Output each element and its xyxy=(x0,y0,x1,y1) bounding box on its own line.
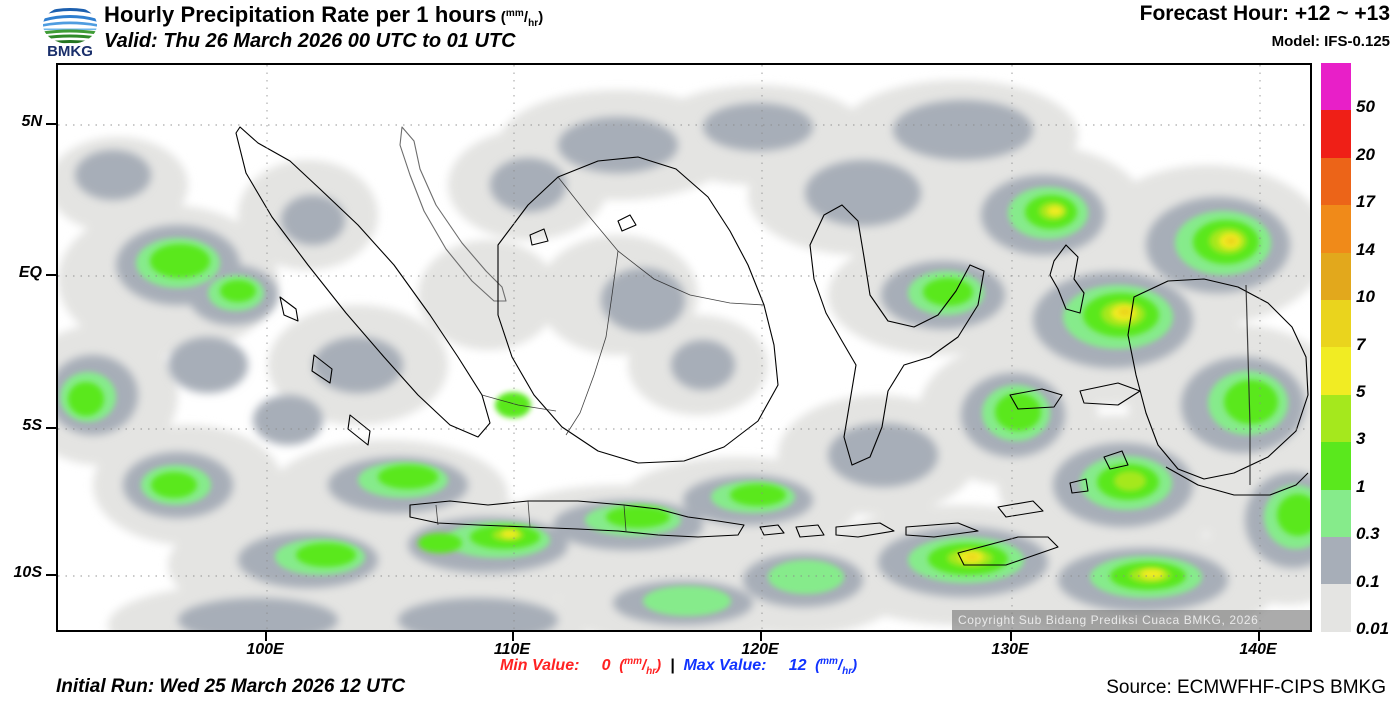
map-coastlines xyxy=(235,126,1309,566)
precip-layer-1 xyxy=(68,195,1310,590)
colorbar-label-50: 50 xyxy=(1356,97,1375,117)
colorbar-label-3: 3 xyxy=(1356,429,1366,449)
x-tick xyxy=(512,632,514,641)
min-value: 0 xyxy=(601,657,611,674)
map-canvas xyxy=(58,65,1310,630)
colorbar-label-20: 20 xyxy=(1356,144,1375,164)
colorbar-label-0.3: 0.3 xyxy=(1356,524,1380,544)
min-max-values: Min Value: 0 (mm/hr) | Max Value: 12 (mm… xyxy=(500,656,858,677)
colorbar-label-17: 17 xyxy=(1356,192,1375,212)
page-title-text: Hourly Precipitation Rate per 1 hours xyxy=(104,2,497,27)
colorbar-cell-0.3 xyxy=(1321,489,1351,538)
min-unit-den: hr xyxy=(646,666,657,677)
max-unit-num: mm xyxy=(820,656,838,667)
x-tick-label-120e: 120E xyxy=(741,641,779,658)
max-value: 12 xyxy=(788,657,807,674)
forecast-hour-label: Forecast Hour: +12 ~ +13 xyxy=(1139,2,1390,25)
y-tick xyxy=(46,274,56,276)
x-tick-label-140e: 140E xyxy=(1239,641,1277,658)
colorbar-label-7: 7 xyxy=(1356,334,1366,354)
colorbar-cell-10 xyxy=(1321,252,1351,301)
y-tick xyxy=(46,427,56,429)
y-tick xyxy=(46,574,56,576)
colorbar-label-14: 14 xyxy=(1356,239,1375,259)
copyright-watermark: Copyright Sub Bidang Prediksi Cuaca BMKG… xyxy=(952,610,1310,630)
colorbar-cell-50 xyxy=(1321,63,1351,111)
x-tick xyxy=(265,632,267,641)
colorbar-cell-20 xyxy=(1321,110,1351,158)
y-tick-label-5n: 5N xyxy=(21,113,42,130)
y-tick-label-eq: EQ xyxy=(18,264,42,281)
x-tick-label-130e: 130E xyxy=(991,641,1029,658)
bmkg-logo-icon: BMKG xyxy=(43,6,97,58)
initial-run-label: Initial Run: Wed 25 March 2026 12 UTC xyxy=(56,676,406,697)
x-tick xyxy=(760,632,762,641)
precip-layer-7 xyxy=(966,237,1237,560)
page-title: Hourly Precipitation Rate per 1 hours (m… xyxy=(104,2,543,29)
minmax-separator: | xyxy=(670,657,675,674)
colorbar-label-0.1: 0.1 xyxy=(1356,571,1380,591)
max-value-label: Max Value: xyxy=(683,657,767,674)
colorbar-label-1: 1 xyxy=(1356,476,1366,496)
precipitation-map[interactable]: Copyright Sub Bidang Prediksi Cuaca BMKG… xyxy=(56,63,1312,632)
colorbar-cell-5 xyxy=(1321,347,1351,395)
title-unit-num: mm xyxy=(505,8,524,19)
x-tick-label-100e: 100E xyxy=(246,641,284,658)
title-unit-den: hr xyxy=(528,18,539,29)
colorbar-cell-7 xyxy=(1321,300,1351,348)
x-tick xyxy=(1010,632,1012,641)
model-label: Model: IFS-0.125 xyxy=(1271,33,1390,50)
colorbar-label-5: 5 xyxy=(1356,381,1366,401)
header-left: BMKG Hourly Precipitation Rate per 1 hou… xyxy=(0,0,1000,60)
colorbar-cell-0.1 xyxy=(1321,537,1351,585)
y-tick-label-5s: 5S xyxy=(22,417,42,434)
min-value-label: Min Value: xyxy=(500,657,580,674)
colorbar-cell-17 xyxy=(1321,157,1351,206)
colorbar xyxy=(1321,63,1351,632)
x-tick-label-110e: 110E xyxy=(493,641,531,658)
source-label: Source: ECMWFHF-CIPS BMKG xyxy=(1106,677,1386,698)
colorbar-cell-0.01 xyxy=(1321,584,1351,632)
colorbar-label-10: 10 xyxy=(1356,287,1375,307)
min-unit-num: mm xyxy=(624,656,642,667)
title-unit: (mm/hr) xyxy=(496,8,544,29)
y-tick-label-10s: 10S xyxy=(13,564,42,581)
colorbar-cell-3 xyxy=(1321,394,1351,443)
map-borders xyxy=(435,176,1251,532)
precip-layer-0-01 xyxy=(58,80,1310,630)
map-gridlines xyxy=(58,65,1310,630)
svg-text:BMKG: BMKG xyxy=(47,43,93,58)
max-unit-den: hr xyxy=(842,666,853,677)
colorbar-label-0.01: 0.01 xyxy=(1356,619,1390,638)
y-tick xyxy=(46,123,56,125)
colorbar-cell-1 xyxy=(1321,442,1351,490)
colorbar-cell-14 xyxy=(1321,205,1351,253)
x-tick xyxy=(1258,632,1260,641)
valid-time-label: Valid: Thu 26 March 2026 00 UTC to 01 UT… xyxy=(104,30,516,52)
